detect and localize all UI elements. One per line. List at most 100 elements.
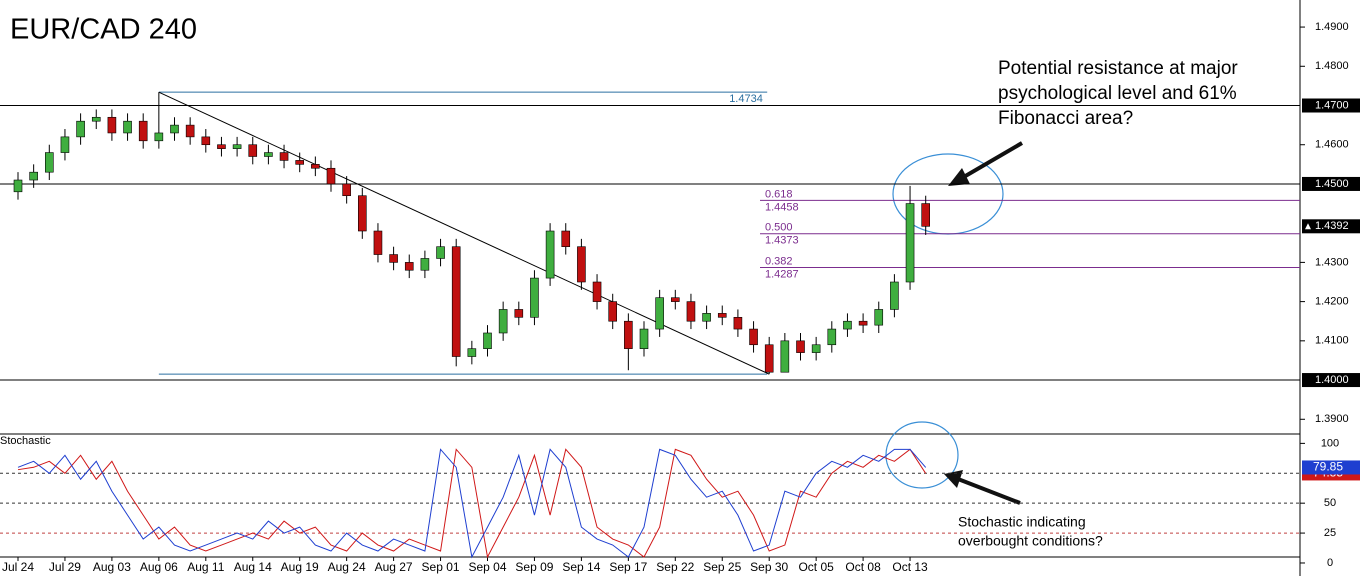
candle-body bbox=[404, 262, 414, 271]
candle-body bbox=[670, 297, 680, 302]
level-label: 1.4700 bbox=[1315, 99, 1349, 111]
x-tick-label: Aug 14 bbox=[234, 560, 272, 574]
candle-body bbox=[467, 348, 477, 357]
candle-body bbox=[170, 124, 179, 134]
candle-body bbox=[311, 164, 320, 169]
swing-high-label: 1.4734 bbox=[729, 93, 763, 105]
indicator-annotation: overbought conditions? bbox=[958, 533, 1103, 549]
y-tick-label: 1.4100 bbox=[1315, 335, 1349, 347]
candle-body bbox=[107, 116, 117, 134]
candle-body bbox=[905, 203, 915, 283]
trend-line bbox=[158, 91, 770, 375]
highlight-ellipse bbox=[885, 421, 959, 489]
chart-title: EUR/CAD 240 bbox=[10, 14, 197, 46]
x-tick-label: Jul 24 bbox=[2, 560, 34, 574]
candle-body bbox=[639, 328, 649, 349]
candle-body bbox=[843, 320, 852, 330]
candle-body bbox=[13, 179, 23, 193]
y-tick-label: 1.3900 bbox=[1315, 413, 1349, 425]
arrow bbox=[948, 141, 1024, 186]
candle-body bbox=[796, 340, 805, 353]
x-tick-label: Aug 06 bbox=[140, 560, 178, 574]
candle-body bbox=[60, 136, 70, 153]
candle-body bbox=[44, 152, 54, 173]
candle-body bbox=[342, 183, 351, 197]
candle-body bbox=[123, 120, 132, 134]
x-tick-label: Sep 09 bbox=[515, 560, 553, 574]
x-tick-label: Oct 05 bbox=[798, 560, 834, 574]
candle-body bbox=[702, 313, 711, 322]
candle-body bbox=[185, 124, 195, 138]
candle-body bbox=[530, 277, 539, 318]
candle-body bbox=[577, 246, 586, 283]
candle-body bbox=[483, 332, 492, 349]
candle-body bbox=[201, 136, 211, 146]
candle-body bbox=[373, 230, 383, 255]
candle-body bbox=[890, 281, 899, 310]
candle-body bbox=[295, 160, 305, 165]
x-tick-label: Sep 30 bbox=[750, 560, 788, 574]
indicator-line bbox=[17, 448, 927, 559]
candle-body bbox=[154, 132, 164, 142]
price-tag bbox=[1302, 219, 1360, 234]
x-tick-label: Aug 19 bbox=[281, 560, 319, 574]
candle-body bbox=[76, 120, 85, 138]
x-tick-label: Sep 22 bbox=[656, 560, 694, 574]
candle-body bbox=[608, 301, 618, 322]
arrow bbox=[944, 470, 1021, 505]
candle-body bbox=[217, 144, 226, 149]
candle-body bbox=[561, 230, 571, 248]
level-label: 1.4500 bbox=[1315, 178, 1349, 190]
fib-price: 1.4373 bbox=[765, 235, 799, 247]
candle-body bbox=[827, 328, 837, 346]
indicator-tag bbox=[1302, 460, 1360, 475]
level-tag bbox=[1302, 98, 1360, 113]
x-tick-label: Aug 03 bbox=[93, 560, 131, 574]
candle-body bbox=[357, 195, 367, 232]
candle-body bbox=[248, 144, 258, 157]
indicator-name: Stochastic bbox=[0, 435, 51, 447]
x-tick-label: Sep 01 bbox=[422, 560, 460, 574]
candle-body bbox=[780, 340, 790, 373]
candle-body bbox=[389, 254, 398, 263]
level-label: 1.4000 bbox=[1315, 374, 1349, 386]
candle-body bbox=[264, 152, 273, 157]
y-tick-label: 50 bbox=[1324, 497, 1336, 509]
annotation: psychological level and 61% bbox=[998, 83, 1237, 104]
annotation: Potential resistance at major bbox=[998, 58, 1238, 79]
x-tick-label: Aug 27 bbox=[375, 560, 413, 574]
fib-ratio: 0.618 bbox=[765, 188, 793, 200]
y-tick-label: 0 bbox=[1327, 557, 1333, 569]
x-tick-label: Oct 13 bbox=[892, 560, 928, 574]
candle-body bbox=[29, 171, 38, 181]
candle-body bbox=[686, 301, 696, 322]
annotation: Fibonacci area? bbox=[998, 108, 1133, 129]
y-tick-label: 1.4600 bbox=[1315, 139, 1349, 151]
candle-body bbox=[451, 246, 461, 357]
candle-body bbox=[592, 281, 602, 302]
candle-body bbox=[545, 230, 555, 279]
candle-body bbox=[733, 316, 743, 330]
indicator-line bbox=[17, 448, 927, 559]
x-tick-label: Oct 08 bbox=[845, 560, 881, 574]
candle-body bbox=[91, 116, 101, 122]
candle-body bbox=[764, 344, 774, 373]
candle-body bbox=[498, 309, 508, 334]
x-tick-label: Jul 29 bbox=[49, 560, 81, 574]
level-tag bbox=[1302, 176, 1360, 191]
y-tick-label: 100 bbox=[1321, 437, 1339, 449]
x-tick-label: Sep 14 bbox=[562, 560, 600, 574]
indicator-annotation: Stochastic indicating bbox=[958, 514, 1086, 530]
y-tick-label: 1.4800 bbox=[1315, 60, 1349, 72]
y-tick-label: 1.4200 bbox=[1315, 296, 1349, 308]
candle-body bbox=[858, 320, 868, 326]
candle-body bbox=[624, 320, 633, 349]
price-tag-label: 1.4392 bbox=[1315, 220, 1349, 232]
x-tick-label: Sep 04 bbox=[468, 560, 506, 574]
candle-body bbox=[717, 313, 727, 318]
candle-body bbox=[514, 309, 524, 318]
fib-ratio: 0.382 bbox=[765, 255, 793, 267]
candle-body bbox=[138, 120, 148, 142]
